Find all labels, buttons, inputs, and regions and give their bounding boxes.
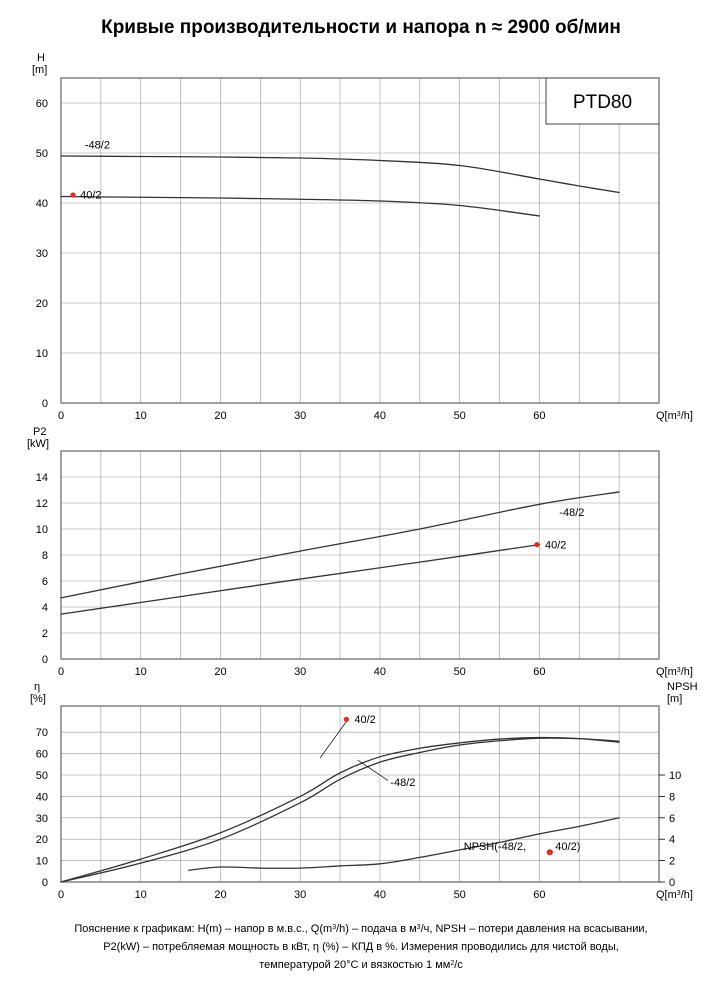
svg-text:40/2): 40/2) xyxy=(555,841,580,853)
svg-text:60: 60 xyxy=(36,749,48,761)
svg-text:20: 20 xyxy=(36,834,48,846)
svg-text:40: 40 xyxy=(374,889,386,901)
svg-text:50: 50 xyxy=(454,889,466,901)
svg-text:[m]: [m] xyxy=(667,693,682,705)
svg-text:60: 60 xyxy=(533,666,545,678)
svg-text:0: 0 xyxy=(42,398,48,410)
svg-text:-48/2: -48/2 xyxy=(85,140,110,152)
svg-text:60: 60 xyxy=(533,889,545,901)
svg-text:[kW]: [kW] xyxy=(27,438,49,450)
svg-text:8: 8 xyxy=(669,791,675,803)
svg-text:NPSH: NPSH xyxy=(667,681,698,693)
svg-text:40: 40 xyxy=(374,410,386,422)
svg-text:-48/2: -48/2 xyxy=(390,777,415,789)
svg-text:50: 50 xyxy=(454,666,466,678)
svg-text:8: 8 xyxy=(42,550,48,562)
svg-text:0: 0 xyxy=(669,877,675,889)
svg-text:0: 0 xyxy=(58,889,64,901)
svg-text:PTD80: PTD80 xyxy=(573,92,632,113)
svg-text:40/2: 40/2 xyxy=(545,540,566,552)
svg-text:P2(kW) – потребляемая мощность: P2(kW) – потребляемая мощность в кВт, η … xyxy=(103,941,619,953)
svg-text:10: 10 xyxy=(36,856,48,868)
svg-text:H: H xyxy=(37,52,45,64)
svg-text:η: η xyxy=(34,681,40,693)
svg-text:0: 0 xyxy=(58,410,64,422)
svg-text:40: 40 xyxy=(36,791,48,803)
svg-text:Q[m3/h]: Q[m3/h] xyxy=(656,410,693,422)
svg-text:4: 4 xyxy=(669,834,675,846)
svg-text:50: 50 xyxy=(36,770,48,782)
svg-text:14: 14 xyxy=(36,472,48,484)
svg-text:12: 12 xyxy=(36,498,48,510)
svg-text:температурой 20°C и вязкостью: температурой 20°C и вязкостью 1 мм2/с xyxy=(259,959,463,971)
svg-text:Пояснение к графикам: H(m) – н: Пояснение к графикам: H(m) – напор в м.в… xyxy=(74,923,647,935)
svg-text:6: 6 xyxy=(669,813,675,825)
svg-text:50: 50 xyxy=(454,410,466,422)
svg-text:NPSH(-48/2,: NPSH(-48/2, xyxy=(464,841,526,853)
svg-text:30: 30 xyxy=(294,666,306,678)
svg-text:70: 70 xyxy=(36,727,48,739)
svg-text:-48/2: -48/2 xyxy=(559,507,584,519)
svg-text:60: 60 xyxy=(533,410,545,422)
svg-text:10: 10 xyxy=(36,524,48,536)
svg-text:40: 40 xyxy=(374,666,386,678)
svg-text:20: 20 xyxy=(36,298,48,310)
svg-text:10: 10 xyxy=(669,770,681,782)
svg-text:0: 0 xyxy=(58,666,64,678)
svg-text:10: 10 xyxy=(36,348,48,360)
svg-text:2: 2 xyxy=(669,856,675,868)
svg-text:Кривые производительности и на: Кривые производительности и напора n ≈ 2… xyxy=(101,17,621,38)
svg-text:P2: P2 xyxy=(33,426,46,438)
svg-text:50: 50 xyxy=(36,148,48,160)
svg-text:[m]: [m] xyxy=(32,64,47,76)
svg-text:0: 0 xyxy=(42,654,48,666)
svg-text:10: 10 xyxy=(135,889,147,901)
svg-text:10: 10 xyxy=(135,410,147,422)
svg-text:40: 40 xyxy=(36,198,48,210)
svg-text:Q[m3/h]: Q[m3/h] xyxy=(656,889,693,901)
svg-text:30: 30 xyxy=(294,410,306,422)
svg-text:6: 6 xyxy=(42,576,48,588)
svg-text:30: 30 xyxy=(36,248,48,260)
svg-text:20: 20 xyxy=(214,666,226,678)
svg-text:10: 10 xyxy=(135,666,147,678)
svg-text:Q[m3/h]: Q[m3/h] xyxy=(656,666,693,678)
svg-text:40/2: 40/2 xyxy=(80,190,101,202)
svg-text:0: 0 xyxy=(42,877,48,889)
svg-text:[%]: [%] xyxy=(30,693,46,705)
svg-text:60: 60 xyxy=(36,98,48,110)
svg-text:30: 30 xyxy=(36,813,48,825)
svg-text:2: 2 xyxy=(42,628,48,640)
svg-text:30: 30 xyxy=(294,889,306,901)
svg-text:4: 4 xyxy=(42,602,48,614)
svg-text:20: 20 xyxy=(214,410,226,422)
svg-text:20: 20 xyxy=(214,889,226,901)
svg-text:40/2: 40/2 xyxy=(354,714,375,726)
